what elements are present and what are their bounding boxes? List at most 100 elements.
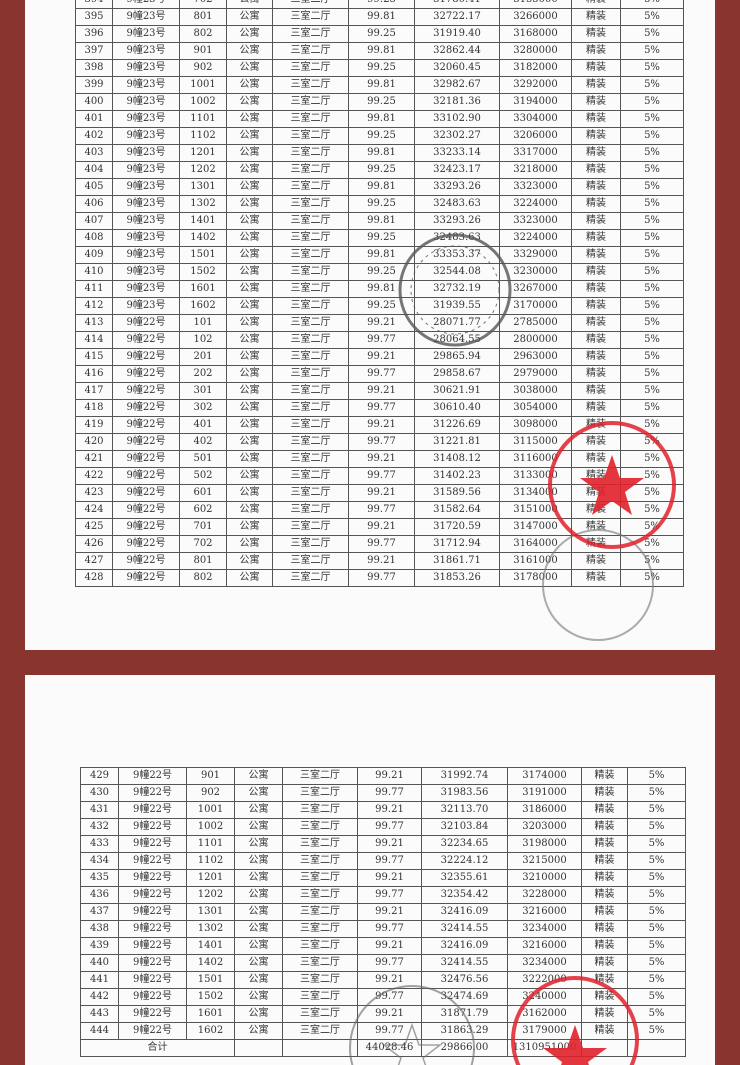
total-price-cell: 3218000 [499,161,572,179]
unit-price-cell: 32416.09 [421,903,508,921]
decoration-cell: 精装 [571,416,621,434]
building-cell: 9幢22号 [112,365,180,383]
unit-price-cell: 32355.61 [421,869,508,887]
property-type-cell: 公寓 [234,835,283,853]
decoration-cell: 精装 [571,365,621,383]
unit-cell: 402 [179,433,227,451]
decoration-cell: 精装 [571,8,621,26]
building-cell: 9幢22号 [112,535,180,553]
total-price-cell: 2979000 [499,365,572,383]
table-row: 407 9幢23号 1401 公寓 三室二厅 99.81 33293.26 3323000 精装… [75,212,684,230]
discount-cell: 5% [627,835,686,853]
discount-cell: 5% [620,0,684,9]
table-row: 402 9幢23号 1102 公寓 三室二厅 99.25 32302.27 3206000 精装… [75,127,684,145]
unit-price-cell: 31402.23 [414,467,500,485]
total-price-cell: 3228000 [507,886,582,904]
discount-cell: 5% [620,552,684,570]
table-row: 439 9幢22号 1401 公寓 三室二厅 99.21 32416.09 3216000 精装… [80,937,686,955]
unit-cell: 1101 [179,110,227,128]
unit-cell: 202 [179,365,227,383]
total-price-cell: 3216000 [507,937,582,955]
empty-cell [282,1039,358,1057]
row-number-cell: 406 [75,195,113,213]
row-number-cell: 440 [80,954,119,972]
unit-cell: 901 [179,42,227,60]
total-price-cell: 3304000 [499,110,572,128]
decoration-cell: 精装 [571,280,621,298]
layout-cell: 三室二厅 [272,348,349,366]
discount-cell: 5% [627,784,686,802]
row-number-cell: 410 [75,263,113,281]
layout-cell: 三室二厅 [282,886,358,904]
discount-cell: 5% [627,954,686,972]
unit-cell: 702 [179,0,227,9]
building-cell: 9幢23号 [112,127,180,145]
property-type-cell: 公寓 [226,110,273,128]
total-price-cell: 3216000 [507,903,582,921]
decoration-cell: 精装 [571,518,621,536]
building-cell: 9幢23号 [112,246,180,264]
row-number-cell: 438 [80,920,119,938]
discount-cell: 5% [620,178,684,196]
row-number-cell: 415 [75,348,113,366]
decoration-cell: 精装 [581,1005,628,1023]
layout-cell: 三室二厅 [272,433,349,451]
area-cell: 99.21 [348,314,415,332]
layout-cell: 三室二厅 [272,76,349,94]
table-row: 400 9幢23号 1002 公寓 三室二厅 99.25 32181.36 3194000 精装… [75,93,684,111]
total-price-cell: 3054000 [499,399,572,417]
unit-cell: 902 [179,59,227,77]
unit-price-cell: 32113.70 [421,801,508,819]
property-type-cell: 公寓 [226,382,273,400]
layout-cell: 三室二厅 [272,25,349,43]
property-type-cell: 公寓 [226,161,273,179]
decoration-cell: 精装 [581,954,628,972]
building-cell: 9幢22号 [112,416,180,434]
total-price-cell: 3234000 [507,954,582,972]
area-cell: 99.77 [348,433,415,451]
unit-cell: 1201 [186,869,235,887]
row-number-cell: 419 [75,416,113,434]
unit-cell: 1302 [186,920,235,938]
total-label: 合计 [80,1039,235,1057]
unit-cell: 1102 [179,127,227,145]
layout-cell: 三室二厅 [272,450,349,468]
layout-cell: 三室二厅 [272,297,349,315]
unit-price-cell: 31589.56 [414,484,500,502]
row-number-cell: 413 [75,314,113,332]
unit-cell: 1401 [179,212,227,230]
decoration-cell: 精装 [571,484,621,502]
decoration-cell: 精装 [581,818,628,836]
unit-price-cell: 31780.41 [414,0,500,9]
table-row: 435 9幢22号 1201 公寓 三室二厅 99.21 32355.61 3210000 精装… [80,869,686,887]
empty-cell [234,1039,283,1057]
unit-price-cell: 31939.55 [414,297,500,315]
decoration-cell: 精装 [571,399,621,417]
discount-cell: 5% [620,433,684,451]
table-row: 431 9幢22号 1001 公寓 三室二厅 99.21 32113.70 3186000 精装… [80,801,686,819]
unit-cell: 1101 [186,835,235,853]
row-number-cell: 431 [80,801,119,819]
total-price-cell: 3178000 [499,569,572,587]
row-number-cell: 439 [80,937,119,955]
row-number-cell: 401 [75,110,113,128]
total-price-cell: 3280000 [499,42,572,60]
layout-cell: 三室二厅 [282,1005,358,1023]
unit-price-cell: 32354.42 [421,886,508,904]
unit-price-cell: 32862.44 [414,42,500,60]
unit-price-cell: 32224.12 [421,852,508,870]
table-row: 424 9幢22号 602 公寓 三室二厅 99.77 31582.64 3151000 精装 5… [75,501,684,519]
property-type-cell: 公寓 [226,433,273,451]
unit-cell: 801 [179,552,227,570]
layout-cell: 三室二厅 [282,920,358,938]
area-cell: 99.21 [348,416,415,434]
layout-cell: 三室二厅 [272,161,349,179]
layout-cell: 三室二厅 [282,835,358,853]
building-cell: 9幢23号 [112,25,180,43]
table-row: 403 9幢23号 1201 公寓 三室二厅 99.81 33233.14 3317000 精装… [75,144,684,162]
area-cell: 99.77 [348,331,415,349]
property-type-cell: 公寓 [234,1022,283,1040]
unit-price-cell: 31582.64 [414,501,500,519]
row-number-cell: 428 [75,569,113,587]
table-row: 440 9幢22号 1402 公寓 三室二厅 99.77 32414.55 3234000 精装… [80,954,686,972]
